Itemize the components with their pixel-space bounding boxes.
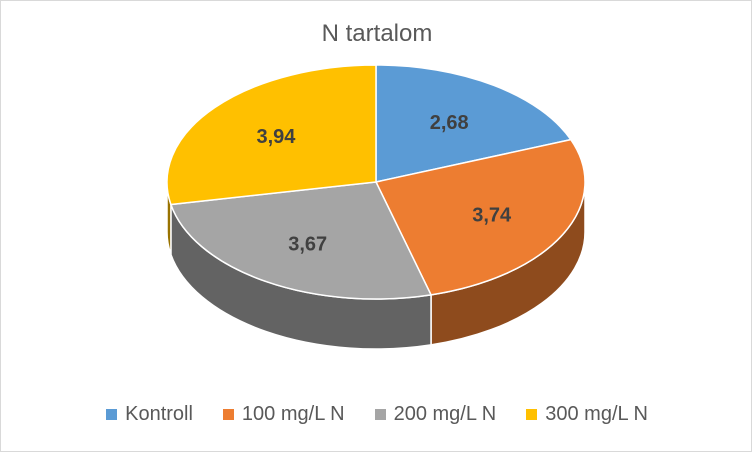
legend-label: Kontroll bbox=[125, 403, 193, 425]
legend-label: 300 mg/L N bbox=[545, 403, 648, 425]
pie-slice-kontroll bbox=[375, 64, 573, 183]
chart-title: N tartalom bbox=[321, 20, 433, 47]
pie-slice-300-mg-l-n bbox=[166, 64, 377, 206]
legend-label: 200 mg/L N bbox=[393, 403, 497, 425]
legend-swatch bbox=[222, 409, 234, 420]
data-label-100-mg-l-n: 3,74 bbox=[472, 205, 512, 227]
data-label-200-mg-l-n: 3,67 bbox=[288, 234, 327, 256]
legend-item-100-mg-l-n: 100 mg/L N bbox=[222, 403, 345, 426]
pie-slice-100-mg-l-n bbox=[374, 138, 586, 296]
legend-swatch bbox=[374, 409, 386, 420]
legend-item-300-mg-l-n: 300 mg/L N bbox=[526, 403, 648, 426]
pie-slice-200-mg-l-n bbox=[169, 181, 433, 300]
legend: Kontroll 100 mg/L N 200 mg/L N 300 mg/L N bbox=[1, 403, 752, 426]
data-label-300-mg-l-n: 3,94 bbox=[256, 126, 296, 148]
data-label-kontroll: 2,68 bbox=[430, 112, 469, 134]
legend-swatch bbox=[526, 409, 538, 420]
legend-item-kontroll: Kontroll bbox=[106, 403, 193, 426]
legend-item-200-mg-l-n: 200 mg/L N bbox=[374, 403, 497, 426]
legend-swatch bbox=[106, 409, 118, 420]
legend-label: 100 mg/L N bbox=[241, 403, 345, 425]
